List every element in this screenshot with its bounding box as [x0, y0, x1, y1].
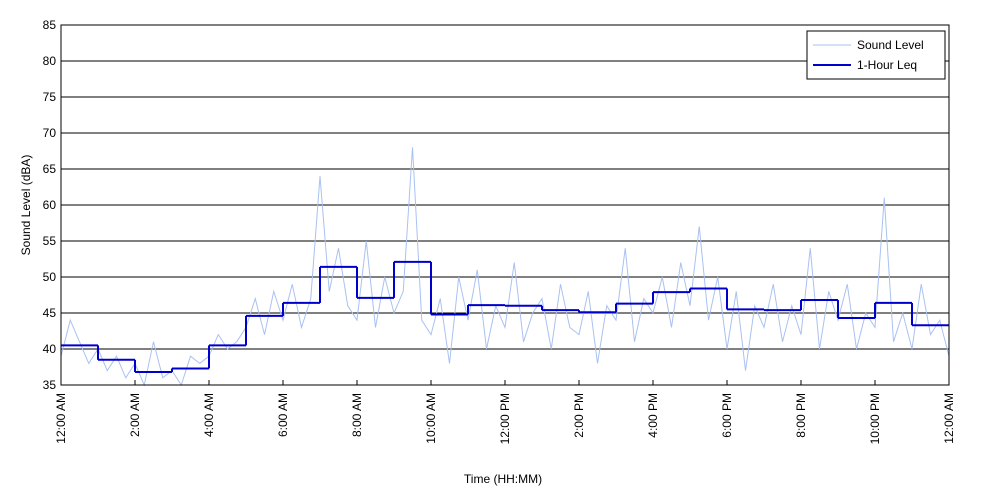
x-tick-label: 6:00 AM: [276, 393, 290, 437]
x-tick-label: 4:00 PM: [646, 393, 660, 438]
y-tick-label: 65: [43, 162, 57, 176]
y-tick-label: 50: [43, 270, 57, 284]
x-tick-label: 4:00 AM: [202, 393, 216, 437]
x-tick-label: 2:00 PM: [572, 393, 586, 438]
y-tick-label: 80: [43, 54, 57, 68]
y-tick-label: 40: [43, 342, 57, 356]
y-tick-label: 85: [43, 18, 57, 32]
y-tick-label: 35: [43, 378, 57, 392]
y-axis-label: Sound Level (dBA): [19, 155, 33, 256]
plot-frame: [60, 24, 950, 386]
legend: [806, 30, 946, 80]
legend-label: 1-Hour Leq: [857, 58, 917, 72]
x-tick-label: 8:00 PM: [794, 393, 808, 438]
x-tick-label: 12:00 AM: [942, 393, 956, 444]
x-tick-label: 10:00 AM: [424, 393, 438, 444]
y-tick-label: 70: [43, 126, 57, 140]
x-tick-label: 2:00 AM: [128, 393, 142, 437]
x-tick-label: 6:00 PM: [720, 393, 734, 438]
y-tick-label: 55: [43, 234, 57, 248]
x-tick-label: 12:00 PM: [498, 393, 512, 444]
x-tick-label: 10:00 PM: [868, 393, 882, 444]
legend-label: Sound Level: [857, 38, 924, 52]
x-axis-label: Time (HH:MM): [464, 472, 542, 486]
x-tick-label: 8:00 AM: [350, 393, 364, 437]
y-tick-label: 75: [43, 90, 57, 104]
y-tick-label: 60: [43, 198, 57, 212]
x-tick-label: 12:00 AM: [54, 393, 68, 444]
y-tick-label: 45: [43, 306, 57, 320]
